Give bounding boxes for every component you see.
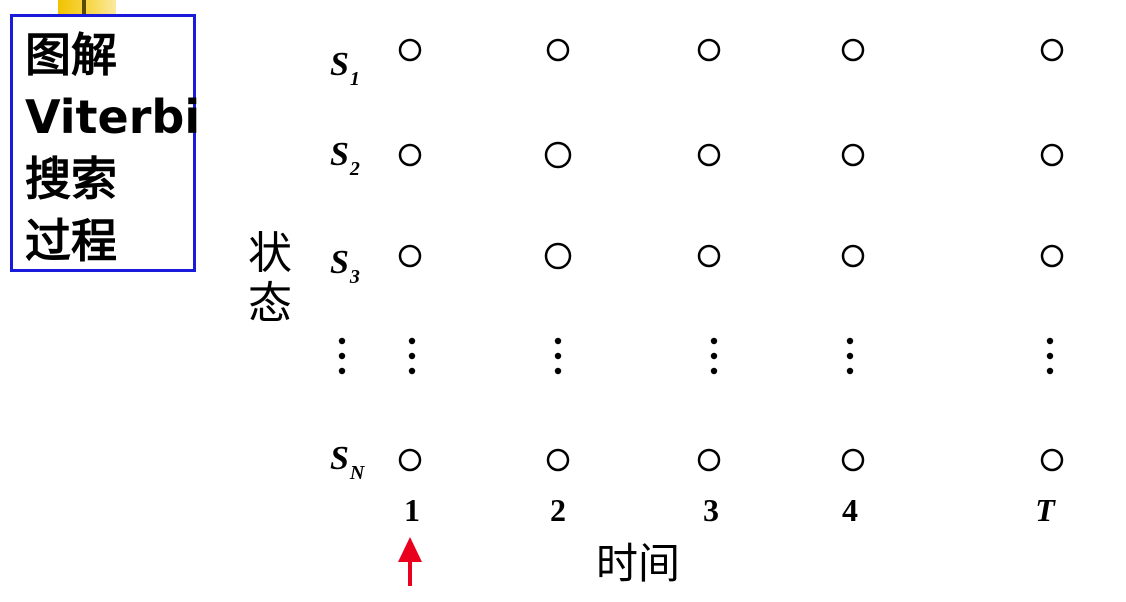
lattice-node bbox=[546, 38, 570, 62]
ellipsis-dot bbox=[554, 337, 562, 345]
vertical-ellipsis bbox=[338, 337, 346, 375]
ellipsis-dot bbox=[710, 367, 718, 375]
time-label-2: 2 bbox=[550, 492, 566, 528]
state-subscript: 2 bbox=[349, 158, 360, 180]
state-subscript: 3 bbox=[349, 266, 360, 288]
ellipsis-dot bbox=[338, 352, 346, 360]
ellipsis-dot bbox=[408, 367, 416, 375]
ellipsis-dot bbox=[846, 337, 854, 345]
ellipsis-dot bbox=[710, 352, 718, 360]
lattice-node bbox=[841, 244, 865, 268]
title-line-3: 搜索 bbox=[25, 152, 117, 206]
current-step-arrow bbox=[398, 537, 422, 586]
vertical-ellipsis bbox=[408, 337, 416, 375]
lattice-node bbox=[841, 448, 865, 472]
lattice-node bbox=[1040, 448, 1064, 472]
time-label-3: 3 bbox=[703, 492, 719, 528]
vertical-ellipsis bbox=[554, 337, 562, 375]
lattice-node bbox=[841, 143, 865, 167]
state-label-sn: SN bbox=[330, 440, 364, 485]
ellipsis-dot bbox=[338, 367, 346, 375]
ellipsis-dot bbox=[1046, 367, 1054, 375]
vertical-ellipsis bbox=[710, 337, 718, 375]
lattice-node bbox=[546, 448, 570, 472]
lattice-node bbox=[398, 143, 422, 167]
ellipsis-dot bbox=[554, 367, 562, 375]
x-axis-label: 时间 bbox=[596, 539, 681, 588]
title-line-1: 图解 bbox=[25, 28, 117, 82]
lattice-node bbox=[1040, 38, 1064, 62]
lattice-node bbox=[1040, 244, 1064, 268]
lattice-node bbox=[697, 143, 721, 167]
lattice-node bbox=[697, 38, 721, 62]
state-name: S bbox=[330, 440, 349, 477]
ellipsis-dot bbox=[846, 367, 854, 375]
title-box: 图解 Viterbi 搜索 过程 bbox=[10, 14, 200, 272]
time-label-1: 1 bbox=[404, 492, 420, 528]
vertical-ellipses bbox=[338, 337, 1054, 375]
lattice-node bbox=[1040, 143, 1064, 167]
accent-stem bbox=[82, 0, 86, 16]
state-name: S bbox=[330, 46, 349, 83]
time-label-4: 4 bbox=[842, 492, 858, 528]
state-subscript: 1 bbox=[349, 68, 360, 90]
lattice-node bbox=[544, 141, 572, 169]
ellipsis-dot bbox=[710, 337, 718, 345]
lattice-node bbox=[398, 448, 422, 472]
state-label-s1: S1 bbox=[330, 46, 360, 91]
ellipsis-dot bbox=[338, 337, 346, 345]
ellipsis-dot bbox=[1046, 337, 1054, 345]
ellipsis-dot bbox=[408, 337, 416, 345]
accent-bar bbox=[58, 0, 116, 16]
vertical-ellipsis bbox=[1046, 337, 1054, 375]
state-subscript: N bbox=[349, 462, 365, 484]
ellipsis-dot bbox=[846, 352, 854, 360]
lattice-nodes bbox=[398, 38, 1064, 472]
time-label-t: T bbox=[1035, 492, 1055, 528]
lattice-node bbox=[398, 38, 422, 62]
ellipsis-dot bbox=[1046, 352, 1054, 360]
state-label-s2: S2 bbox=[330, 136, 360, 181]
ellipsis-dot bbox=[554, 352, 562, 360]
ellipsis-dot bbox=[408, 352, 416, 360]
lattice-node bbox=[697, 448, 721, 472]
vertical-ellipsis bbox=[846, 337, 854, 375]
lattice-node bbox=[544, 242, 572, 270]
state-name: S bbox=[330, 244, 349, 281]
lattice-node bbox=[697, 244, 721, 268]
arrow-head bbox=[398, 537, 422, 562]
lattice-node bbox=[398, 244, 422, 268]
lattice-node bbox=[841, 38, 865, 62]
title-line-4: 过程 bbox=[25, 214, 117, 268]
y-axis-label-char-2: 态 bbox=[248, 278, 292, 329]
title-line-2: Viterbi bbox=[25, 90, 201, 144]
state-label-s3: S3 bbox=[330, 244, 360, 289]
y-axis-label-char-1: 状 bbox=[248, 228, 292, 279]
state-name: S bbox=[330, 136, 349, 173]
